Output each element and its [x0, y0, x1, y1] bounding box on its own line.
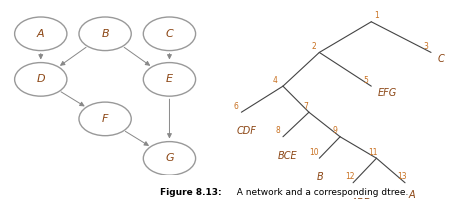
Text: CDF: CDF: [236, 126, 256, 136]
Text: F: F: [102, 114, 108, 124]
Text: 9: 9: [332, 126, 337, 135]
Text: D: D: [37, 74, 45, 84]
Text: B: B: [101, 29, 109, 39]
Text: 10: 10: [309, 148, 319, 157]
Text: EFG: EFG: [378, 88, 397, 98]
Text: 13: 13: [397, 172, 407, 181]
Text: E: E: [166, 74, 173, 84]
Text: B: B: [317, 172, 324, 182]
Text: 4: 4: [272, 76, 277, 85]
Text: 6: 6: [234, 102, 239, 111]
Text: BCE: BCE: [278, 151, 298, 161]
Ellipse shape: [143, 63, 196, 96]
Ellipse shape: [79, 17, 131, 51]
Ellipse shape: [79, 102, 131, 136]
Text: ABD: ABD: [351, 198, 372, 199]
Text: A network and a corresponding dtree.: A network and a corresponding dtree.: [231, 188, 408, 197]
Text: C: C: [437, 54, 444, 64]
Text: 12: 12: [345, 172, 355, 181]
Text: 2: 2: [312, 42, 316, 51]
Text: 11: 11: [369, 148, 378, 157]
Ellipse shape: [143, 17, 196, 51]
Ellipse shape: [15, 17, 67, 51]
Text: 1: 1: [374, 11, 378, 20]
Text: 5: 5: [363, 76, 368, 85]
Ellipse shape: [15, 63, 67, 96]
Text: Figure 8.13:: Figure 8.13:: [160, 188, 222, 197]
Text: G: G: [165, 153, 174, 163]
Ellipse shape: [143, 142, 196, 175]
Text: 8: 8: [275, 126, 280, 135]
Text: 3: 3: [423, 42, 428, 51]
Text: A: A: [37, 29, 45, 39]
Text: A: A: [409, 190, 415, 199]
Text: 7: 7: [304, 102, 308, 111]
Text: C: C: [165, 29, 173, 39]
